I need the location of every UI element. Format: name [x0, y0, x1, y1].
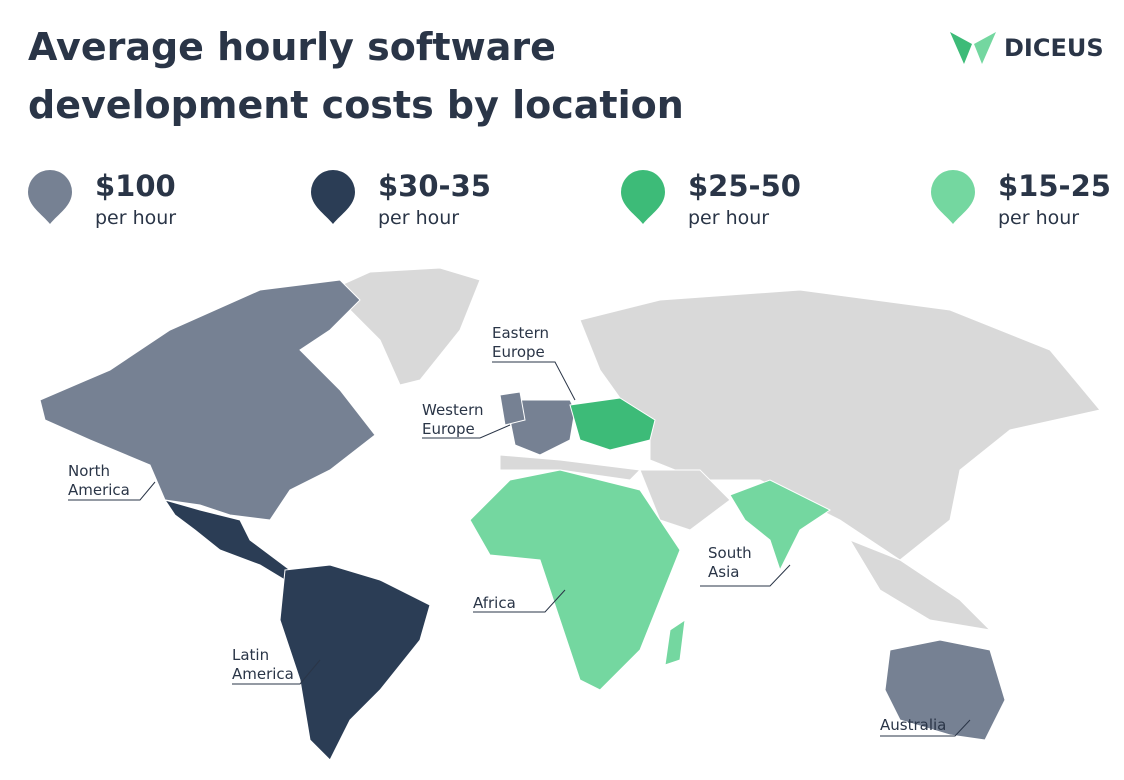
- brand-name: DICEUS: [1004, 34, 1104, 62]
- logo-shape: [974, 32, 996, 64]
- region-label: Europe: [492, 343, 545, 361]
- leader-line: [492, 361, 576, 401]
- eastern-europe: [569, 397, 656, 451]
- land: [639, 469, 731, 531]
- leader-line: [422, 424, 511, 439]
- south-asia: [729, 479, 831, 572]
- africa: [469, 469, 681, 691]
- legend-price: $30-35: [378, 169, 491, 203]
- region-label: Africa: [473, 594, 516, 612]
- region-label: America: [232, 665, 294, 683]
- legend-price: $15-25: [998, 169, 1111, 203]
- region-label: Europe: [422, 420, 475, 438]
- world-map: [39, 267, 1101, 761]
- land: [499, 454, 642, 481]
- region-label: America: [68, 481, 130, 499]
- north-america: [39, 279, 376, 521]
- land: [848, 538, 992, 631]
- legend-unit: per hour: [998, 207, 1079, 229]
- legend-price: $100: [95, 169, 176, 203]
- region-label: Australia: [880, 716, 946, 734]
- land: [329, 267, 481, 386]
- legend: $100 per hour $30-35 per hour $25-50 per hour…: [28, 169, 1111, 229]
- uk: [499, 391, 526, 426]
- brand-logo: DICEUS: [950, 32, 1104, 64]
- legend-pin: [311, 170, 355, 224]
- region-label: Western: [422, 401, 484, 419]
- region-label: North: [68, 462, 110, 480]
- region-label: Asia: [708, 563, 739, 581]
- title-line: development costs by location: [28, 83, 684, 127]
- region-label: Latin: [232, 646, 269, 664]
- leader-line: [700, 564, 791, 587]
- region-label: Eastern: [492, 324, 549, 342]
- western-europe: [509, 399, 576, 456]
- region-labels: NorthAmericaWesternEuropeEasternEuropeLa…: [68, 324, 971, 737]
- legend-unit: per hour: [95, 207, 176, 229]
- madagascar: [664, 618, 686, 666]
- title-line: Average hourly software: [28, 25, 556, 69]
- logo-shape: [950, 32, 972, 64]
- legend-pin: [621, 170, 665, 224]
- legend-price: $25-50: [688, 169, 801, 203]
- region-label: South: [708, 544, 752, 562]
- legend-pin: [28, 170, 72, 224]
- leader-line: [880, 719, 971, 737]
- legend-unit: per hour: [378, 207, 459, 229]
- south-america: [279, 564, 431, 761]
- leader-line: [232, 659, 321, 685]
- leader-line: [68, 481, 156, 501]
- australia: [884, 639, 1006, 741]
- legend-unit: per hour: [688, 207, 769, 229]
- legend-pin: [931, 170, 975, 224]
- leader-line: [473, 589, 566, 613]
